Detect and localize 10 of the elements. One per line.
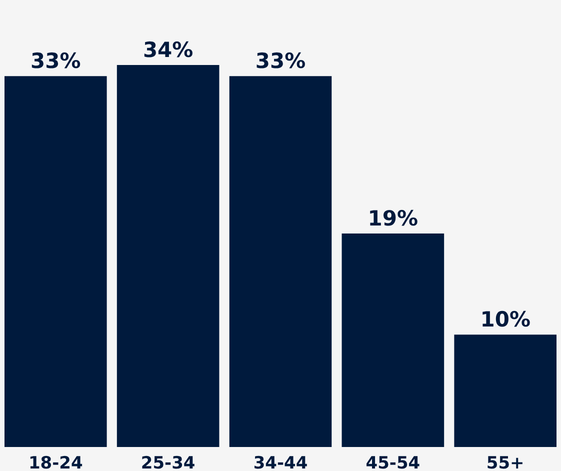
x-tick-label: 55+ [486,454,524,471]
x-tick-label: 25-34 [140,454,196,471]
x-tick-label: 34-44 [253,454,308,471]
data-label: 19% [368,206,418,230]
x-tick-label: 45-54 [366,454,420,471]
data-label: 10% [480,308,530,332]
x-tick-label: 18-24 [28,454,84,471]
data-label: 33% [255,49,306,74]
data-label: 33% [30,49,81,74]
data-label: 34% [142,38,194,62]
